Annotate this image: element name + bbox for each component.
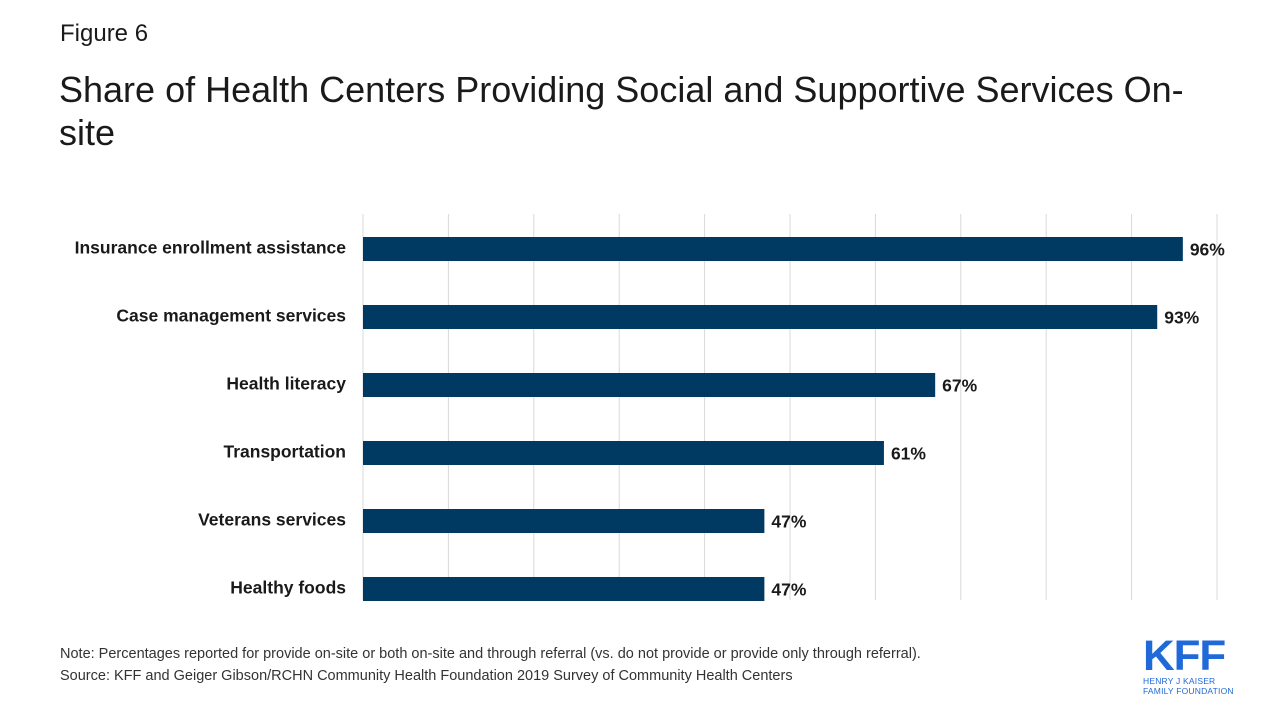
bar	[363, 305, 1158, 329]
logo-line-1: HENRY J KAISER	[1143, 676, 1216, 686]
source-text: Source: KFF and Geiger Gibson/RCHN Commu…	[60, 668, 793, 684]
data-label: 47%	[771, 512, 806, 532]
bar	[363, 509, 765, 533]
bar	[363, 441, 884, 465]
bar-chart: Insurance enrollment assistance Case mana…	[75, 214, 1225, 601]
logo-line-2: FAMILY FOUNDATION	[1143, 686, 1234, 696]
bar	[363, 237, 1183, 261]
chart-title: Share of Health Centers Providing Social…	[59, 69, 1184, 153]
data-label: 96%	[1190, 240, 1225, 260]
note-text: Note: Percentages reported for provide o…	[60, 646, 921, 662]
kff-logo: KFF HENRY J KAISER FAMILY FOUNDATION	[1143, 632, 1235, 697]
gridlines	[362, 214, 1218, 600]
data-label: 67%	[942, 376, 977, 396]
bar	[363, 577, 765, 601]
category-label: Transportation	[223, 442, 346, 462]
data-label: 47%	[771, 580, 806, 600]
category-label: Healthy foods	[230, 578, 346, 598]
data-label: 61%	[891, 444, 926, 464]
bars	[363, 237, 1183, 601]
category-label: Insurance enrollment assistance	[75, 238, 347, 258]
footer: Note: Percentages reported for provide o…	[60, 643, 921, 687]
category-label: Veterans services	[198, 510, 346, 530]
bar	[363, 373, 936, 397]
figure-label: Figure 6	[60, 20, 149, 47]
data-label: 93%	[1164, 308, 1199, 328]
category-labels: Insurance enrollment assistance Case mana…	[75, 238, 347, 598]
category-label: Health literacy	[226, 374, 346, 394]
data-labels: 96% 93% 67% 61% 47% 47%	[771, 240, 1225, 600]
logo-mark: KFF	[1143, 632, 1226, 680]
category-label: Case management services	[116, 306, 346, 326]
